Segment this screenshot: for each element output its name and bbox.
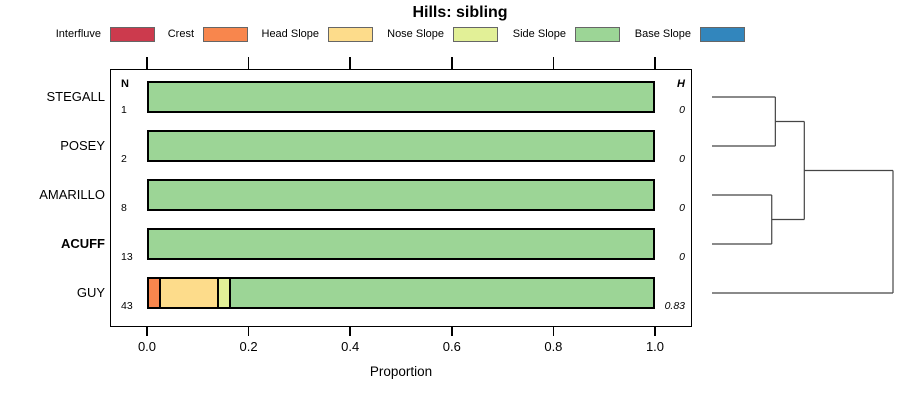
bottom-tick-0.2	[247, 327, 250, 336]
x-tick-label-0.8: 0.8	[544, 339, 563, 354]
x-tick-label-0.6: 0.6	[442, 339, 461, 354]
row-label-acuff: ACUFF	[60, 236, 105, 251]
h-value-amarillo: 0	[679, 202, 685, 214]
bar-segment-crest	[149, 279, 161, 307]
h-value-stegall: 0	[679, 104, 685, 116]
stacked-bar-acuff	[147, 228, 655, 260]
x-axis-label: Proportion	[369, 364, 433, 379]
legend-label: Side Slope	[512, 28, 566, 40]
n-value-acuff: 13	[121, 251, 133, 263]
n-value-amarillo: 8	[121, 202, 127, 214]
bottom-tick-1.0	[654, 327, 656, 336]
row-label-guy: GUY	[76, 285, 105, 300]
bar-segment-side-slope	[230, 279, 653, 307]
bar-segment-side-slope	[149, 181, 653, 209]
top-tick-0.4	[349, 57, 351, 69]
bottom-tick-0.8	[552, 327, 555, 336]
legend-swatch-crest	[203, 26, 248, 42]
legend-label: Base Slope	[634, 28, 691, 40]
top-tick-0.2	[247, 57, 250, 69]
top-tick-1.0	[654, 57, 656, 69]
legend-label: Crest	[167, 28, 194, 40]
bar-segment-head-slope	[160, 279, 220, 307]
n-value-stegall: 1	[121, 104, 127, 116]
stacked-bar-amarillo	[147, 179, 655, 211]
legend-label: Interfluve	[55, 28, 101, 40]
row-label-posey: POSEY	[60, 138, 105, 153]
bottom-tick-0.6	[451, 327, 453, 336]
legend-item-interfluve: Interfluve	[56, 25, 155, 43]
legend-item-nose-slope: Nose Slope	[387, 25, 498, 43]
legend-swatch-nose-slope	[453, 26, 498, 42]
legend-item-base-slope: Base Slope	[635, 25, 745, 43]
bottom-tick-0.0	[146, 327, 148, 336]
top-tick-0.6	[451, 57, 453, 69]
h-value-acuff: 0	[679, 251, 685, 263]
legend-item-crest: Crest	[168, 25, 248, 43]
bar-segment-side-slope	[149, 230, 653, 258]
n-value-posey: 2	[121, 153, 127, 165]
bottom-tick-0.4	[349, 327, 351, 336]
h-value-posey: 0	[679, 153, 685, 165]
n-value-guy: 43	[121, 300, 133, 312]
x-tick-label-1.0: 1.0	[645, 339, 665, 354]
stacked-bar-posey	[147, 130, 655, 162]
stacked-bar-guy	[147, 277, 655, 309]
stacked-bar-stegall	[147, 81, 655, 113]
row-label-stegall: STEGALL	[46, 89, 105, 104]
x-tick-label-0.0: 0.0	[137, 339, 157, 354]
plot-area	[110, 69, 692, 327]
legend-swatch-head-slope	[328, 26, 373, 42]
bar-segment-side-slope	[149, 83, 653, 111]
legend-label: Nose Slope	[387, 28, 444, 40]
x-tick-label-0.4: 0.4	[341, 339, 360, 354]
h-column-header: H	[677, 78, 685, 90]
chart-title: Hills: sibling	[412, 4, 508, 21]
h-value-guy: 0.83	[664, 300, 685, 312]
row-label-amarillo: AMARILLO	[39, 187, 105, 202]
legend-swatch-interfluve	[110, 26, 155, 42]
top-tick-0.8	[552, 57, 555, 69]
legend-swatch-base-slope	[700, 26, 745, 42]
bar-segment-side-slope	[149, 132, 653, 160]
legend-item-side-slope: Side Slope	[513, 25, 620, 43]
legend-item-head-slope: Head Slope	[261, 25, 373, 43]
x-tick-label-0.2: 0.2	[239, 339, 258, 354]
legend-swatch-side-slope	[575, 26, 620, 42]
n-column-header: N	[121, 78, 129, 90]
legend-label: Head Slope	[261, 28, 320, 40]
bar-segment-nose-slope	[219, 279, 231, 307]
top-tick-0.0	[146, 57, 148, 69]
